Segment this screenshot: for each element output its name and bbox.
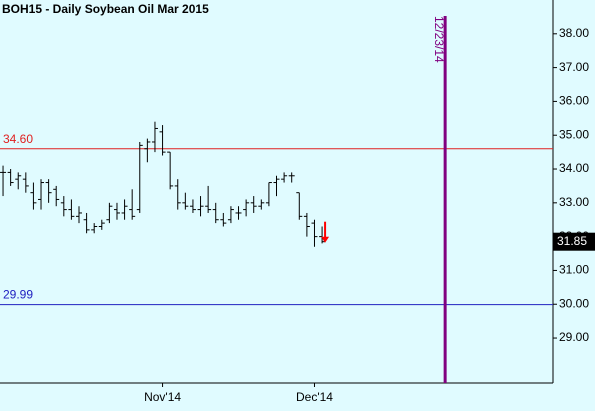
y-tick-label: 35.00 [559,127,589,141]
x-tick-label: Dec'14 [296,390,333,404]
last-price-box [553,232,595,251]
y-tick-label: 30.00 [559,296,589,310]
reference-label: 34.60 [3,132,33,146]
y-tick-label: 29.00 [559,330,589,344]
y-tick-label: 34.00 [559,161,589,175]
x-tick-label: Nov'14 [144,390,181,404]
y-tick-label: 33.00 [559,195,589,209]
chart-title: BOH15 - Daily Soybean Oil Mar 2015 [2,2,209,16]
y-tick-label: 36.00 [559,94,589,108]
y-tick-label: 38.00 [559,26,589,40]
signal-arrow-head [321,236,330,243]
last-price-label: 31.85 [557,234,587,248]
y-tick-label: 37.00 [559,60,589,74]
reference-label: 29.99 [3,288,33,302]
date-label: 12/23/14 [432,16,446,63]
y-tick-label: 31.00 [559,263,589,277]
